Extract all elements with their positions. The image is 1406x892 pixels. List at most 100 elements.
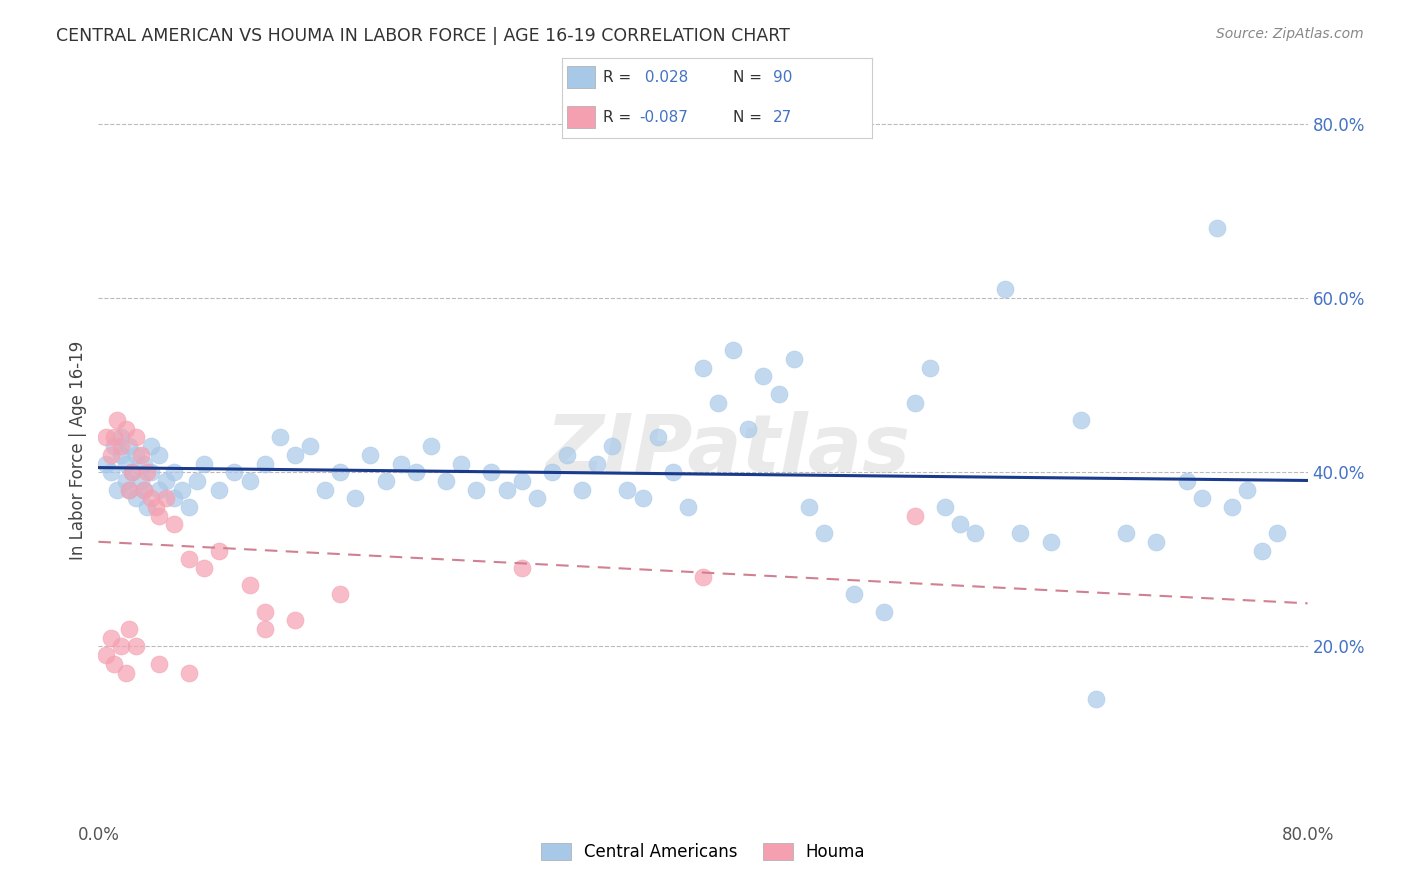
Legend: Central Americans, Houma: Central Americans, Houma [534, 837, 872, 868]
Point [114, 422, 136, 436]
Point [129, 448, 152, 462]
Point [329, 465, 352, 479]
Text: -0.087: -0.087 [640, 110, 689, 125]
Point [495, 483, 517, 497]
Point [125, 640, 148, 654]
Point [121, 465, 143, 479]
FancyBboxPatch shape [567, 66, 595, 88]
Point [114, 457, 136, 471]
Point [163, 465, 186, 479]
Point [783, 351, 806, 366]
Point [661, 465, 683, 479]
Point [1236, 483, 1258, 497]
Point [314, 483, 336, 497]
Point [904, 395, 927, 409]
Point [148, 508, 170, 523]
Point [132, 483, 155, 497]
Text: 27: 27 [773, 110, 792, 125]
Point [148, 657, 170, 671]
Point [676, 500, 699, 514]
Point [844, 587, 866, 601]
Point [389, 457, 412, 471]
Point [193, 457, 215, 471]
Point [125, 430, 148, 444]
Point [344, 491, 367, 506]
Text: N =: N = [733, 110, 762, 125]
Point [125, 448, 148, 462]
Point [526, 491, 548, 506]
Point [110, 640, 132, 654]
Point [631, 491, 654, 506]
Point [1144, 535, 1167, 549]
Point [129, 474, 152, 488]
Point [540, 465, 562, 479]
Point [239, 578, 262, 592]
Text: CENTRAL AMERICAN VS HOUMA IN LABOR FORCE | AGE 16-19 CORRELATION CHART: CENTRAL AMERICAN VS HOUMA IN LABOR FORCE… [56, 27, 790, 45]
Point [692, 360, 714, 375]
Point [737, 422, 759, 436]
Text: ZIPatlas: ZIPatlas [544, 411, 910, 490]
Point [1175, 474, 1198, 488]
Point [163, 517, 186, 532]
Point [163, 491, 186, 506]
Point [994, 282, 1017, 296]
Point [170, 483, 193, 497]
Point [405, 465, 427, 479]
Point [1085, 691, 1108, 706]
Point [1191, 491, 1213, 506]
Point [1039, 535, 1062, 549]
Point [269, 430, 291, 444]
Text: R =: R = [603, 110, 631, 125]
Point [114, 665, 136, 680]
Point [94, 648, 117, 662]
Point [148, 483, 170, 497]
Point [110, 439, 132, 453]
Point [103, 657, 125, 671]
Point [299, 439, 322, 453]
Point [752, 369, 775, 384]
Text: 90: 90 [773, 70, 792, 85]
Point [141, 491, 163, 506]
Point [155, 491, 177, 506]
Point [692, 570, 714, 584]
Point [224, 465, 246, 479]
Point [1115, 526, 1137, 541]
Point [208, 543, 231, 558]
Point [707, 395, 730, 409]
Point [616, 483, 638, 497]
FancyBboxPatch shape [567, 106, 595, 128]
Point [118, 483, 141, 497]
Point [934, 500, 956, 514]
Point [1251, 543, 1274, 558]
Point [103, 430, 125, 444]
Point [253, 457, 276, 471]
Point [1267, 526, 1289, 541]
Point [253, 605, 276, 619]
Point [450, 457, 472, 471]
Point [132, 457, 155, 471]
Point [118, 483, 141, 497]
Point [179, 665, 201, 680]
Point [1070, 413, 1092, 427]
Point [647, 430, 669, 444]
Point [135, 500, 157, 514]
Point [873, 605, 896, 619]
Point [510, 561, 533, 575]
Point [208, 483, 231, 497]
Text: N =: N = [733, 70, 762, 85]
Point [420, 439, 443, 453]
Point [94, 430, 117, 444]
Point [284, 448, 307, 462]
Point [179, 500, 201, 514]
Point [481, 465, 503, 479]
Point [100, 448, 122, 462]
Point [723, 343, 745, 358]
Point [510, 474, 533, 488]
Point [105, 413, 128, 427]
Point [239, 474, 262, 488]
Point [465, 483, 488, 497]
Text: Source: ZipAtlas.com: Source: ZipAtlas.com [1216, 27, 1364, 41]
Point [118, 439, 141, 453]
Point [904, 508, 927, 523]
Point [555, 448, 578, 462]
